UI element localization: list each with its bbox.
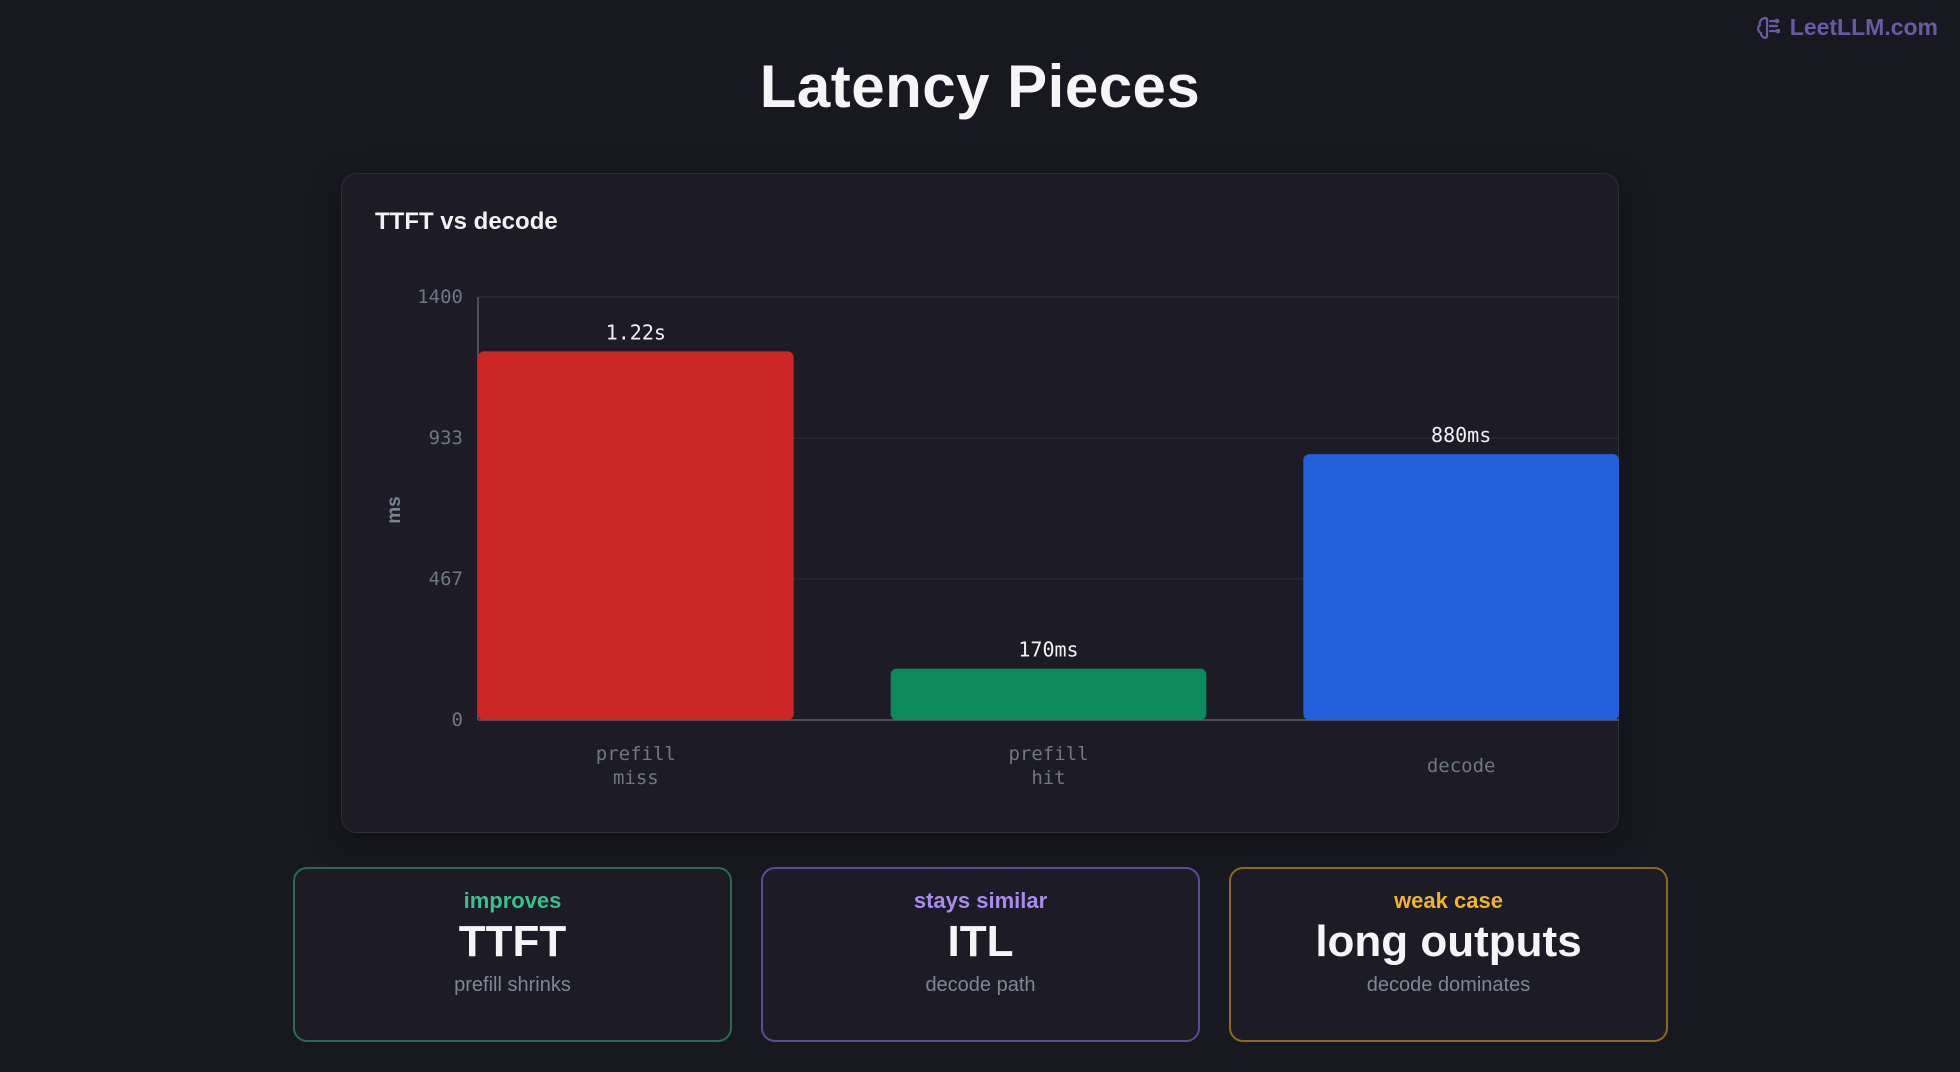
y-tick-label: 467 <box>429 568 463 590</box>
tile-itl: stays similar ITL decode path <box>761 867 1200 1042</box>
x-tick-label: prefill <box>1008 743 1088 765</box>
bar-chart: 04679331400ms1.22sprefillmiss170msprefil… <box>384 286 1619 789</box>
page-title: Latency Pieces <box>759 53 1201 120</box>
x-tick-label: prefill <box>596 743 676 765</box>
tile-kicker: improves <box>463 888 562 913</box>
tile-caption: prefill shrinks <box>454 974 571 996</box>
bar-1 <box>890 668 1207 720</box>
y-tick-label: 1400 <box>417 286 463 308</box>
brain-icon <box>1756 15 1780 41</box>
tile-caption: decode path <box>925 974 1036 996</box>
tile-long-outputs: weak case long outputs decode dominates <box>1229 867 1668 1042</box>
tile-kicker: weak case <box>1394 888 1503 913</box>
x-tick-label: hit <box>1031 767 1065 789</box>
brand-logo[interactable]: LeetLLM.com <box>1756 14 1938 41</box>
chart-card: TTFT vs decode 0 467 933 1400 ms 1.22s prefill… <box>341 173 1619 833</box>
y-tick-label: 0 <box>452 709 463 731</box>
bar-0 <box>478 351 794 720</box>
brand-name: LeetLLM.com <box>1789 14 1938 40</box>
summary-tiles: improves TTFT prefill shrinks stays simi… <box>0 867 1960 1042</box>
data-label: 880ms <box>1431 423 1491 447</box>
tile-ttft: improves TTFT prefill shrinks <box>293 867 732 1042</box>
tile-caption: decode dominates <box>1366 974 1531 996</box>
x-tick-label: decode <box>1427 755 1496 777</box>
bar-2 <box>1303 454 1619 720</box>
tile-kicker: stays similar <box>913 888 1048 913</box>
y-tick-label: 933 <box>429 427 463 449</box>
chart-title: TTFT vs decode <box>375 208 558 235</box>
tile-value: long outputs <box>1315 917 1582 966</box>
y-axis-label: ms <box>384 496 405 523</box>
tile-value: TTFT <box>458 917 567 966</box>
data-label: 1.22s <box>606 320 666 344</box>
data-label: 170ms <box>1018 638 1078 662</box>
tile-value: ITL <box>947 917 1014 966</box>
x-tick-label: miss <box>613 767 659 789</box>
